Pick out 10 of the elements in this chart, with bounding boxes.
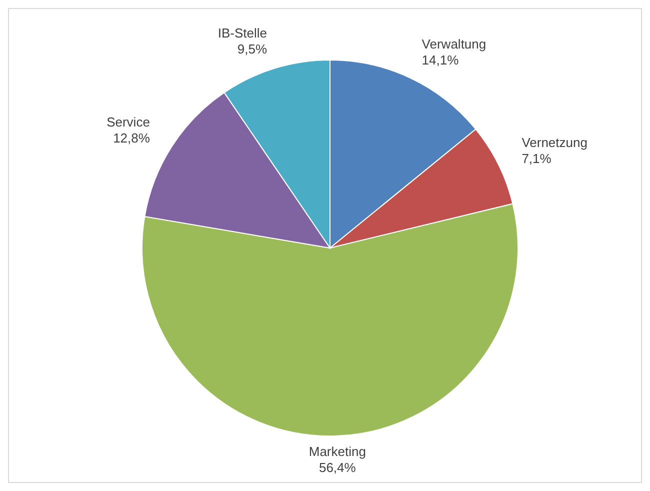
- data-label: 7,1%: [522, 150, 552, 166]
- data-label: 14,1%: [422, 52, 460, 68]
- slice-label: IB-Stelle: [218, 25, 268, 40]
- slice-label: Vernetzung: [522, 134, 588, 150]
- data-label: 9,5%: [237, 41, 268, 56]
- data-label: 56,4%: [318, 460, 356, 475]
- slice-label: Verwaltung: [422, 36, 486, 52]
- slice-label: Marketing: [308, 444, 366, 459]
- slice-label: Service: [106, 114, 150, 130]
- data-label: 12,8%: [113, 130, 150, 146]
